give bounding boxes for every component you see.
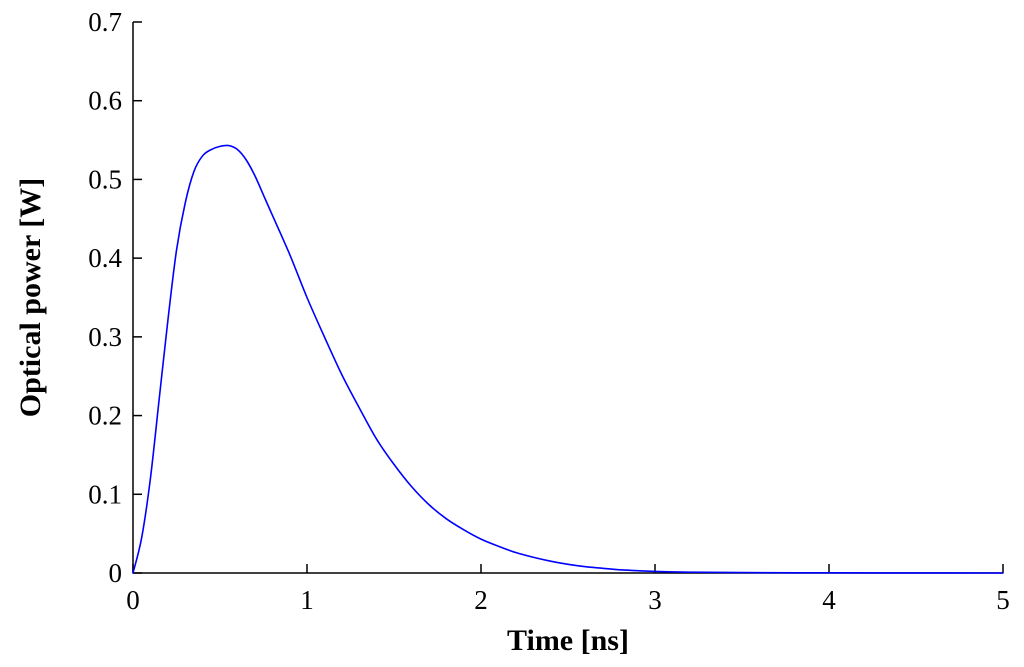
y-tick-label: 0.7 bbox=[88, 7, 122, 37]
x-tick-label: 5 bbox=[996, 585, 1010, 615]
x-tick-label: 1 bbox=[300, 585, 314, 615]
x-tick-label: 0 bbox=[126, 585, 140, 615]
series-group bbox=[132, 144, 1004, 574]
x-tick-label: 3 bbox=[648, 585, 662, 615]
y-tick-label: 0.2 bbox=[88, 401, 122, 431]
y-tick-label: 0.5 bbox=[88, 164, 122, 194]
y-tick-label: 0.6 bbox=[88, 86, 122, 116]
y-tick-label: 0 bbox=[109, 558, 123, 588]
x-axis-ticks: 0 1 2 3 4 5 bbox=[126, 564, 1010, 615]
y-axis-ticks: 0 0.1 0.2 0.3 0.4 0.5 0.6 0.7 bbox=[88, 7, 142, 588]
y-tick-label: 0.4 bbox=[88, 243, 122, 273]
x-tick-label: 4 bbox=[822, 585, 836, 615]
y-tick-label: 0.1 bbox=[88, 479, 122, 509]
y-tick-label: 0.3 bbox=[88, 322, 122, 352]
series-line bbox=[132, 144, 1004, 574]
x-tick-label: 2 bbox=[474, 585, 488, 615]
y-axis-title: Optical power [W] bbox=[14, 178, 47, 417]
x-axis-title: Time [ns] bbox=[507, 624, 629, 657]
